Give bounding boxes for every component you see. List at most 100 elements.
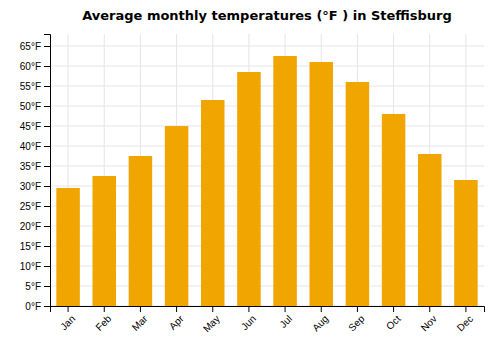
y-tick-mark — [44, 66, 50, 67]
x-tick-mark — [429, 306, 430, 312]
y-tick-label: 30°F — [20, 181, 41, 192]
x-tick: Nov — [419, 306, 439, 333]
x-axis-line — [51, 307, 485, 313]
y-tick: 60°F — [20, 61, 50, 72]
y-tick: 50°F — [20, 101, 50, 112]
bar — [56, 188, 80, 306]
y-axis-line — [44, 35, 51, 307]
x-tick: Mar — [130, 306, 150, 333]
y-tick-mark — [44, 226, 50, 227]
y-tick-label: 0°F — [25, 301, 41, 312]
y-tick-label: 40°F — [20, 141, 41, 152]
x-tick-label: Jun — [239, 313, 258, 332]
y-tick-mark — [44, 246, 50, 247]
x-tick: Jun — [239, 306, 258, 332]
x-tick-label: Oct — [384, 313, 403, 332]
y-tick-label: 5°F — [25, 281, 41, 292]
x-tick-label: Feb — [93, 313, 113, 333]
y-tick-label: 50°F — [20, 101, 41, 112]
y-tick: 15°F — [20, 241, 50, 252]
x-tick: Jan — [58, 306, 77, 332]
x-tick-label: Jan — [58, 313, 77, 332]
grid-line-y — [50, 146, 484, 147]
y-tick: 0°F — [25, 301, 50, 312]
bar — [129, 156, 153, 306]
grid — [50, 34, 484, 306]
chart: Jan Feb Mar Apr May Jun Jul Aug Sep Oct Nov Dec 0°F 5… — [0, 0, 500, 350]
title: Average monthly temperatures (°F ) in St… — [82, 8, 452, 23]
x-tick-mark — [68, 306, 69, 312]
x-tick: Jul — [277, 306, 294, 330]
grid-line-y — [50, 106, 484, 107]
bar — [346, 82, 370, 306]
y-tick: 25°F — [20, 201, 50, 212]
y-tick-label: 60°F — [20, 61, 41, 72]
x-tick-mark — [321, 306, 322, 312]
x-tick: Feb — [93, 306, 113, 333]
x-tick: Sep — [346, 306, 367, 333]
x-tick: Aug — [310, 306, 330, 333]
y-tick-label: 15°F — [20, 241, 41, 252]
y-tick-label: 25°F — [20, 201, 41, 212]
y-tick-mark — [44, 266, 50, 267]
bar — [454, 180, 478, 306]
y-axis: 0°F 5°F 10°F 15°F 20°F 25°F 30°F 35°F 40°F 45°F 50… — [20, 35, 51, 312]
x-tick-mark — [285, 306, 286, 312]
y-tick: 55°F — [20, 81, 50, 92]
y-tick-mark — [44, 146, 50, 147]
y-tick-mark — [44, 106, 50, 107]
y-tick: 35°F — [20, 161, 50, 172]
x-tick-label: May — [201, 313, 222, 334]
x-tick-label: Sep — [346, 313, 367, 334]
x-tick-mark — [393, 306, 394, 312]
x-tick-mark — [212, 306, 213, 312]
x-tick: Dec — [455, 306, 475, 333]
bar — [418, 154, 442, 306]
y-tick: 45°F — [20, 121, 50, 132]
y-tick-mark — [44, 206, 50, 207]
x-tick-label: Mar — [130, 313, 150, 333]
x-tick-label: Apr — [167, 313, 186, 332]
y-tick: 20°F — [20, 221, 50, 232]
x-tick: Oct — [384, 306, 403, 332]
bar — [237, 72, 261, 306]
y-tick-label: 10°F — [20, 261, 41, 272]
bar — [201, 100, 225, 306]
bar — [273, 56, 297, 306]
x-tick-label: Aug — [310, 313, 330, 333]
x-tick-label: Nov — [419, 313, 439, 333]
x-axis: Jan Feb Mar Apr May Jun Jul Aug Sep Oct Nov Dec — [51, 306, 485, 334]
x-tick-mark — [248, 306, 249, 312]
y-tick-mark — [44, 166, 50, 167]
y-tick-label: 65°F — [20, 41, 41, 52]
x-tick-mark — [104, 306, 105, 312]
y-tick-mark — [44, 306, 50, 307]
x-tick-mark — [140, 306, 141, 312]
x-tick-mark — [176, 306, 177, 312]
x-tick-mark — [357, 306, 358, 312]
x-tick-mark — [465, 306, 466, 312]
y-tick-mark — [44, 86, 50, 87]
x-tick-label: Jul — [277, 313, 294, 330]
y-tick: 65°F — [20, 41, 50, 52]
y-tick: 30°F — [20, 181, 50, 192]
y-tick: 40°F — [20, 141, 50, 152]
y-tick-mark — [44, 126, 50, 127]
bar — [309, 62, 333, 306]
y-tick-mark — [44, 286, 50, 287]
x-tick: Apr — [167, 306, 186, 332]
bar — [165, 126, 189, 306]
y-tick-label: 20°F — [20, 221, 41, 232]
grid-line-y — [50, 66, 484, 67]
bar — [382, 114, 406, 306]
x-tick: May — [201, 306, 222, 334]
grid-line-y — [50, 46, 484, 47]
y-tick: 10°F — [20, 261, 50, 272]
y-tick: 5°F — [25, 281, 50, 292]
bars — [56, 56, 477, 306]
y-tick-label: 55°F — [20, 81, 41, 92]
y-tick-mark — [44, 186, 50, 187]
plot: Jan Feb Mar Apr May Jun Jul Aug Sep Oct Nov Dec 0°F 5… — [20, 34, 485, 334]
grid-line-y — [50, 86, 484, 87]
y-tick-label: 35°F — [20, 161, 41, 172]
